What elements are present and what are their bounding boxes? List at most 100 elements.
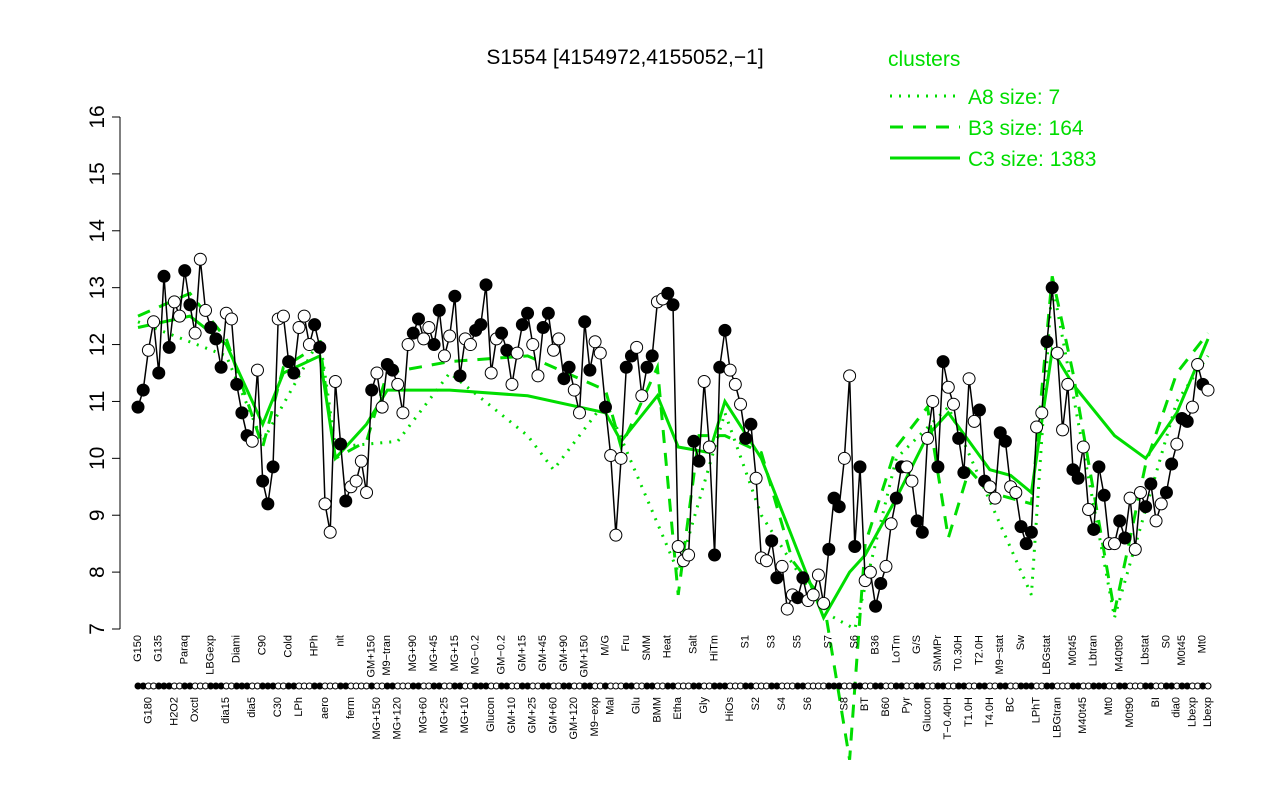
point: [453, 369, 467, 383]
x-tick-label: MG+60: [418, 697, 430, 733]
x-tick-label: GM+60: [547, 697, 559, 733]
x-tick-label: MG+150: [371, 697, 383, 740]
point: [718, 323, 732, 337]
point: [157, 269, 171, 283]
point: [588, 335, 602, 349]
point: [505, 377, 519, 391]
x-tick-label: B36: [869, 635, 881, 655]
point: [765, 534, 779, 548]
x-tick-label: GM+15: [516, 635, 528, 671]
point: [204, 320, 218, 334]
point: [1014, 520, 1028, 534]
point: [567, 383, 581, 397]
point: [411, 312, 425, 326]
legend-label: A8 size: 7: [968, 86, 1060, 109]
y-tick-label: 15: [86, 162, 109, 185]
point: [276, 309, 290, 323]
x-tick-label: MG−0.2: [470, 635, 482, 674]
point: [775, 559, 789, 573]
x-tick-label: M9−exp: [589, 697, 601, 736]
point: [183, 298, 197, 312]
point: [1087, 522, 1101, 536]
x-tick-label: LPh: [293, 697, 305, 717]
x-tick-label: Cold: [283, 635, 295, 658]
y-tick-label: 8: [86, 566, 109, 578]
point: [1149, 514, 1163, 528]
x-tick-label: MG+90: [407, 635, 419, 671]
point: [261, 497, 275, 511]
point: [547, 343, 561, 357]
point: [162, 340, 176, 354]
x-tick-label: MG+120: [392, 697, 404, 740]
point: [443, 329, 457, 343]
point: [318, 497, 332, 511]
point: [536, 320, 550, 334]
point: [188, 326, 202, 340]
point: [1113, 514, 1127, 528]
x-tick-label: GM+90: [558, 635, 570, 671]
point: [666, 298, 680, 312]
x-tick-label: GM+150: [366, 635, 378, 678]
y-tick-label: 11: [86, 391, 109, 413]
point: [1076, 440, 1090, 454]
point: [910, 514, 924, 528]
point: [266, 460, 280, 474]
x-tick-label: B60: [880, 697, 892, 717]
x-tick-label: LPhT: [1030, 697, 1042, 724]
point: [152, 366, 166, 380]
point: [1159, 485, 1173, 499]
x-tick-label: HiTm: [708, 635, 720, 661]
point: [1071, 471, 1085, 485]
x-tick-label: Salt: [688, 635, 700, 654]
x-tick-label: Pyr: [901, 697, 913, 714]
point: [822, 542, 836, 556]
x-tick-label: LoTm: [890, 635, 902, 663]
x-tick-label: MG+15: [449, 635, 461, 671]
y-tick-label: 12: [86, 333, 109, 356]
point: [1185, 400, 1199, 414]
point: [199, 303, 213, 317]
x-tick-label: S2: [750, 697, 762, 710]
point: [1180, 414, 1194, 428]
x-tick-label: M9−stat: [994, 635, 1006, 674]
point: [245, 434, 259, 448]
point: [749, 471, 763, 485]
point: [256, 474, 270, 488]
y-tick-label: 16: [86, 105, 109, 128]
x-tick-label: Glu: [631, 697, 643, 714]
point: [837, 451, 851, 465]
x-tick-label: T1.0H: [963, 697, 975, 727]
point: [308, 318, 322, 332]
point: [1092, 460, 1106, 474]
x-tick-label: S3: [766, 635, 778, 648]
point: [391, 377, 405, 391]
x-tick-label: T−0.40H: [942, 697, 954, 740]
point: [339, 494, 353, 508]
point: [645, 349, 659, 363]
point: [988, 491, 1002, 505]
point: [708, 548, 722, 562]
point: [1118, 531, 1132, 545]
point: [609, 528, 623, 542]
x-tick-label: LBGstat: [1041, 635, 1053, 675]
point: [417, 332, 431, 346]
point: [521, 306, 535, 320]
x-tick-label: MG+10: [459, 697, 471, 733]
x-tick-label: S5: [792, 635, 804, 648]
y-tick-label: 13: [86, 276, 109, 299]
x-tick-label: S0: [1160, 635, 1172, 648]
x-tick-label: aero: [319, 697, 331, 719]
x-tick-label: S4: [776, 697, 788, 710]
point: [541, 306, 555, 320]
point: [1082, 503, 1096, 517]
point: [1128, 542, 1142, 556]
x-tick-label: MG+45: [428, 635, 440, 671]
x-tick-label: G150: [132, 635, 144, 662]
point: [214, 360, 228, 374]
point: [209, 332, 223, 346]
x-tick-label: Mt0: [1197, 635, 1209, 653]
x-tick-label: MG+25: [438, 697, 450, 733]
point: [635, 389, 649, 403]
point: [224, 312, 238, 326]
